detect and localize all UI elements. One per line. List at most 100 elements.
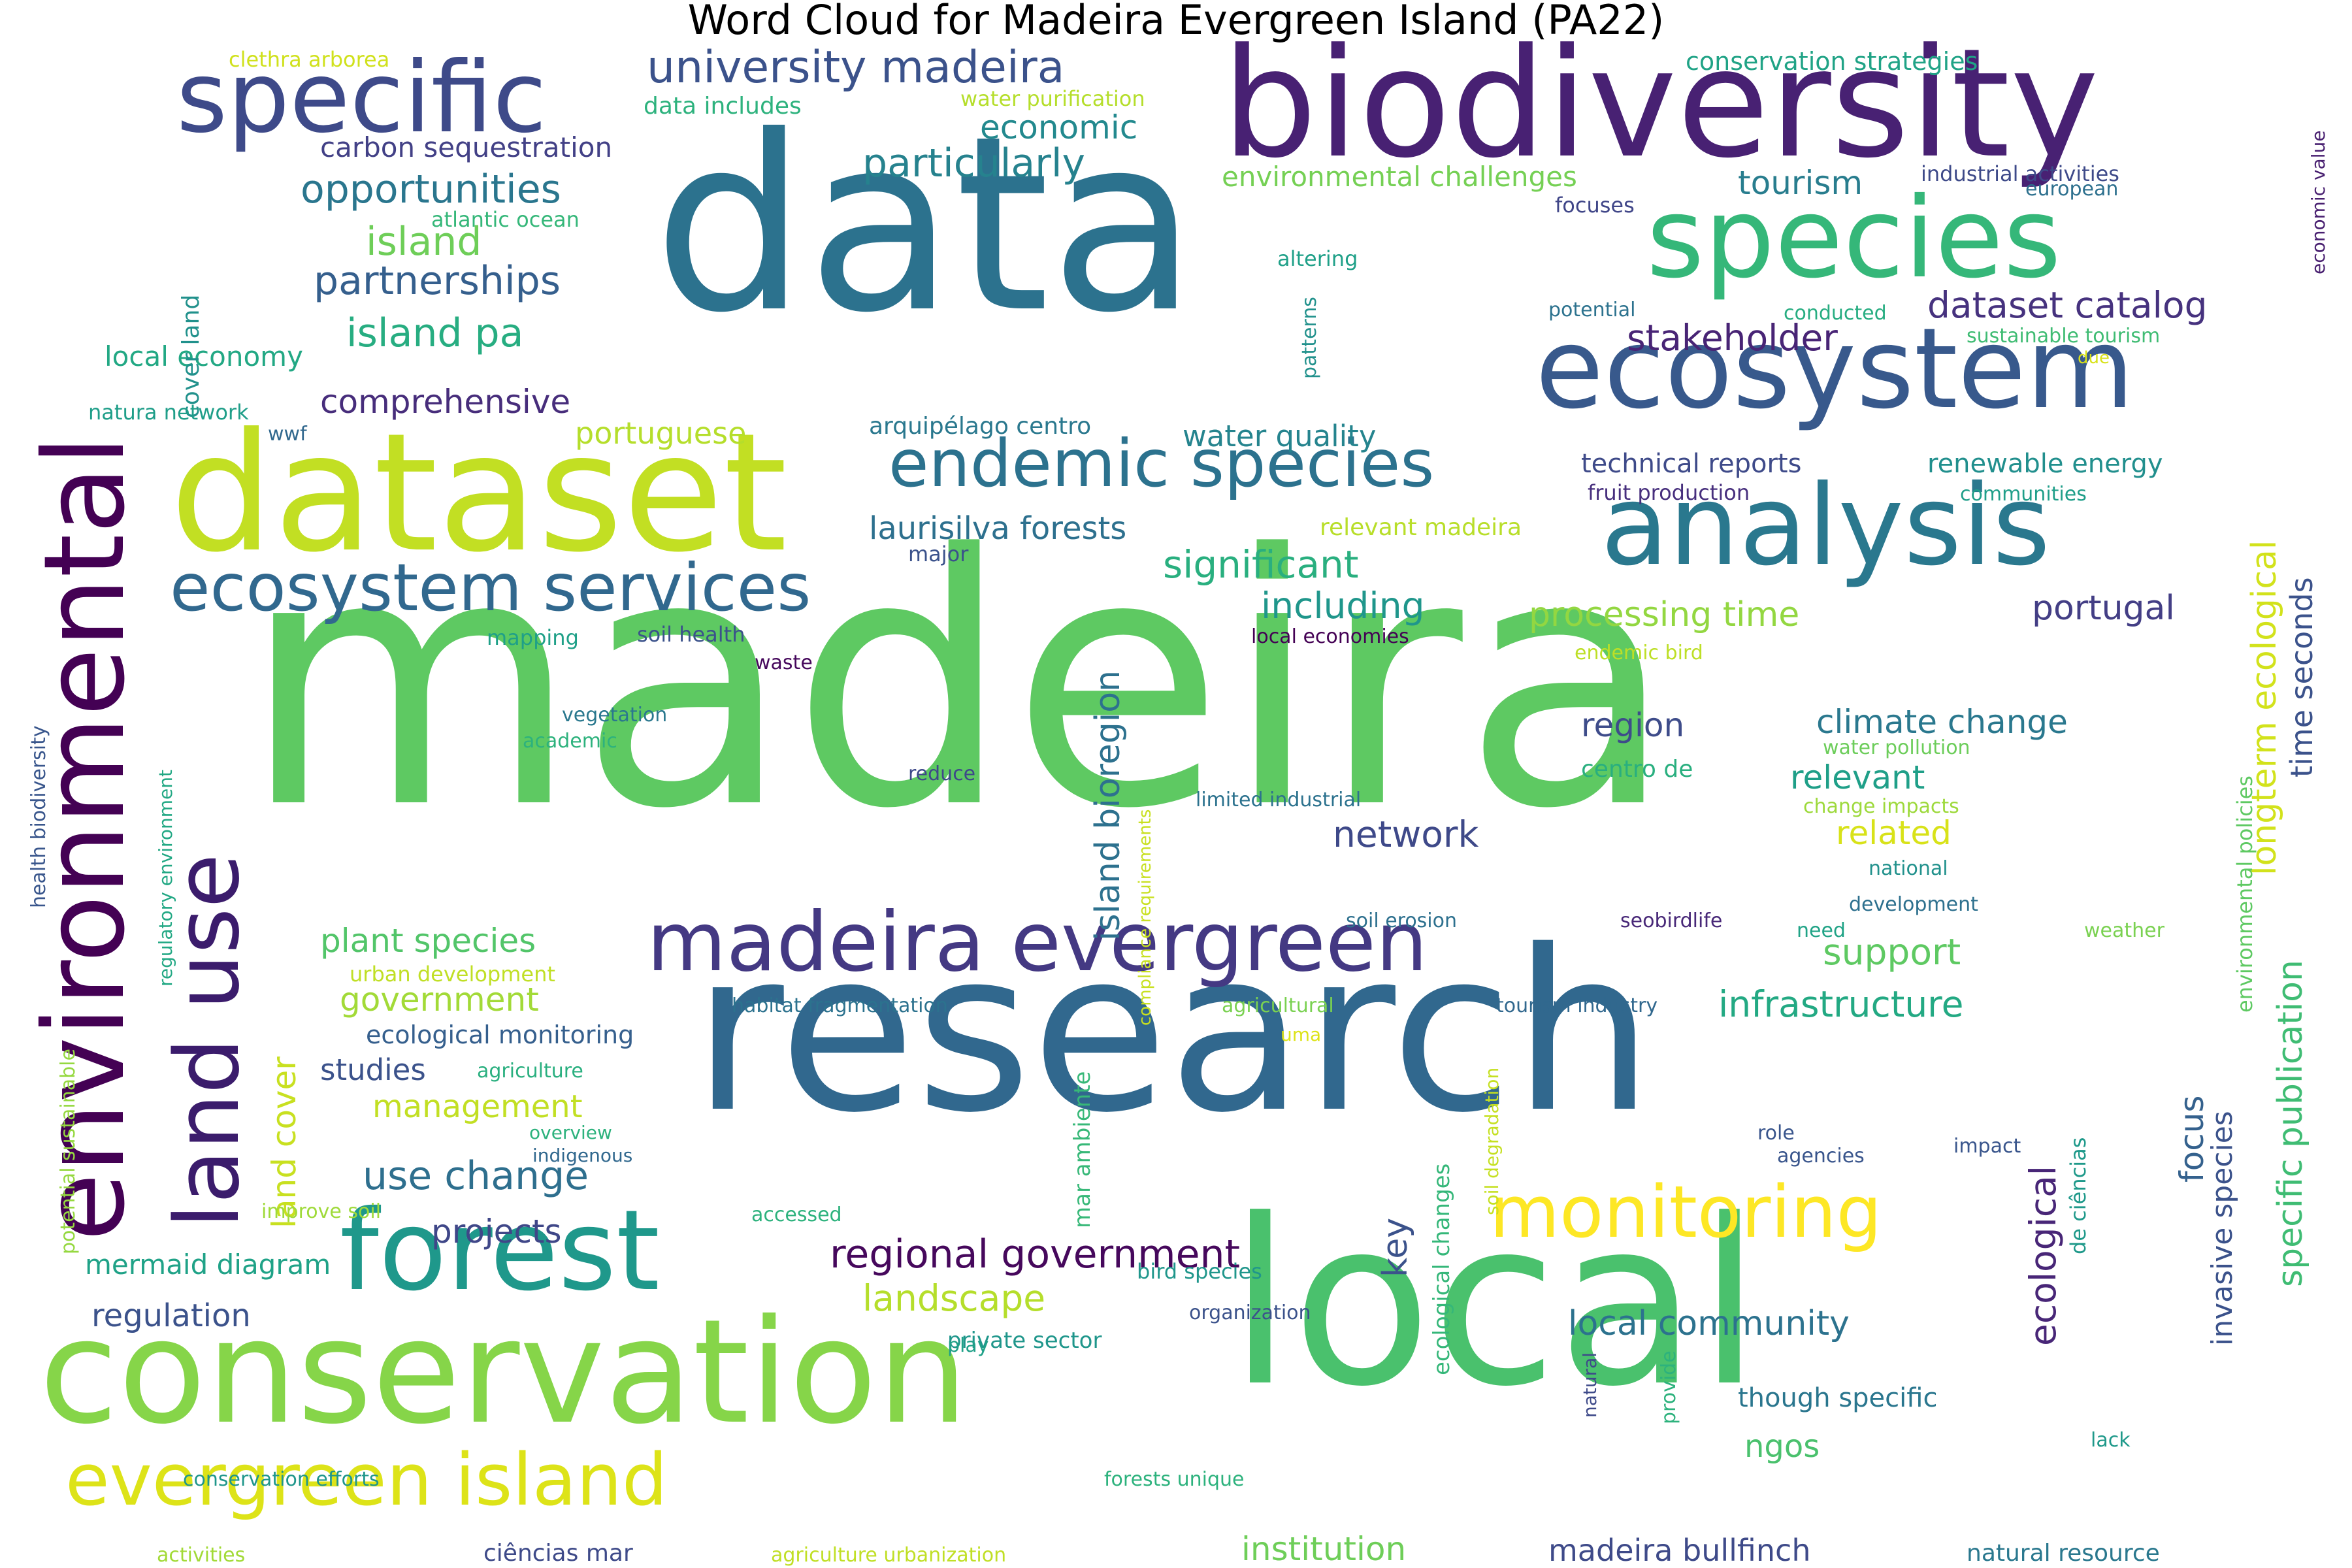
word-invasive-species: invasive species [2206,1111,2239,1346]
word-ecological: ecological [2022,1165,2064,1346]
word-specific: specific [176,41,547,155]
word-stakeholder: stakeholder [1627,317,1838,359]
word-portuguese: portuguese [575,416,747,451]
word-private-sector: private sector [947,1328,1102,1354]
word-climate-change: climate change [1816,703,2068,741]
word-renewable-energy: renewable energy [1927,449,2163,479]
word-water-quality: water quality [1183,419,1377,453]
word-key: key [1376,1217,1415,1277]
word-agencies: agencies [1777,1145,1865,1168]
word-technical-reports: technical reports [1581,449,1802,479]
word-accessed: accessed [751,1203,842,1226]
word-clethra-arborea: clethra arborea [229,47,390,72]
word-support: support [1823,931,1961,973]
word-relevant: relevant [1790,759,1925,796]
word-lack: lack [2091,1429,2131,1452]
word-agriculture-urbanization: agriculture urbanization [771,1544,1007,1567]
word-agriculture: agriculture [477,1060,583,1083]
word-organization: organization [1189,1301,1311,1324]
word-ecological-changes: ecological changes [1429,1163,1455,1375]
word-time-seconds: time seconds [2284,577,2319,777]
word-tourism-industry: tourism industry [1496,994,1658,1017]
word-centro-de: centro de [1581,756,1693,783]
word-monitoring: monitoring [1490,1170,1882,1254]
word-infrastructure: infrastructure [1718,983,1964,1025]
word-development: development [1849,893,1978,916]
word-dataset: dataset [170,398,788,588]
word-ngos: ngos [1744,1428,1820,1465]
word-island: island [366,219,482,265]
word-atlantic-ocean: atlantic ocean [431,207,580,232]
word-fruit-production: fruit production [1588,480,1750,505]
word-activities: activities [157,1544,246,1567]
word-patterns: patterns [1298,297,1321,379]
word-dataset-catalog: dataset catalog [1927,284,2208,326]
word-land-use: land use [156,853,259,1228]
word-natural-resource: natural resource [1967,1540,2160,1567]
word-institution: institution [1241,1530,1407,1568]
word-significant: significant [1163,542,1359,587]
word-wwf: wwf [268,423,307,446]
word-endemic-bird: endemic bird [1575,642,1703,664]
word-natural: natural [1579,1352,1601,1418]
word-studies: studies [320,1053,426,1087]
word-comprehensive: comprehensive [320,383,571,421]
word-water-pollution: water pollution [1823,736,1970,759]
word-limited-industrial: limited industrial [1196,789,1362,811]
word-provide: provide [1658,1350,1680,1424]
word-plant-species: plant species [320,922,536,960]
word-natura-network: natura network [88,400,249,425]
word-conservation: conservation [39,1288,968,1456]
word-role: role [1757,1122,1795,1145]
word-island-bioregion: island bioregion [1088,670,1128,941]
word-relevant-madeira: relevant madeira [1320,514,1522,541]
word-communities: communities [1960,483,2087,506]
word-urban-development: urban development [350,962,555,987]
word-though-specific: though specific [1738,1383,1938,1413]
word-laurisilva-forests: laurisilva forests [869,510,1127,547]
word-focuses: focuses [1555,193,1635,218]
word-impact: impact [1953,1135,2021,1158]
word-local: local [1228,1170,1761,1437]
word-mermaid-diagram: mermaid diagram [85,1249,331,1281]
word-regulatory-environment: regulatory environment [155,770,176,987]
word-improve-soil: improve soil [261,1200,382,1223]
word-overview: overview [529,1122,612,1143]
word-change-impacts: change impacts [1803,795,1959,818]
word-regulation: regulation [91,1298,251,1334]
word-network: network [1333,813,1479,855]
word-including: including [1261,585,1425,627]
word-industrial-activities: industrial activities [1921,161,2119,186]
word-focus: focus [2173,1095,2211,1183]
word-projects: projects [431,1213,562,1250]
word-vegetation: vegetation [562,704,668,727]
word-economic-value: economic value [2308,130,2329,274]
word-opportunities: opportunities [301,167,561,212]
word-tourism: tourism [1738,164,1863,202]
word-portugal: portugal [2032,589,2175,628]
word-mar-ambiente: mar ambiente [1070,1071,1096,1228]
word-management: management [372,1088,583,1125]
word-soil-degradation: soil degradation [1481,1067,1503,1215]
word-madeira-bullfinch: madeira bullfinch [1548,1533,1811,1568]
word-research: research [693,903,1654,1162]
word-ciencias-mar: ciências mar [483,1540,633,1567]
word-data: data [653,85,1198,366]
word-local-community: local community [1568,1304,1850,1343]
word-landscape: landscape [862,1277,1046,1319]
word-madeira-evergreen: madeira evergreen [647,895,1428,990]
word-ecosystem-services: ecosystem services [170,549,811,626]
word-conservation-strategies: conservation strategies [1686,47,1978,76]
word-reduce: reduce [908,762,976,785]
word-specific-publication: specific publication [2271,960,2310,1287]
word-conservation-efforts: conservation efforts [183,1468,380,1491]
word-habitat-fragmentation: habitat fragmentation [732,994,948,1017]
word-play: play [947,1334,989,1357]
word-carbon-sequestration: carbon sequestration [320,131,613,163]
word-use-change: use change [363,1153,589,1199]
word-seobirdlife: seobirdlife [1620,909,1723,932]
word-economic: economic [980,108,1138,146]
word-bird-species: bird species [1137,1259,1262,1284]
word-island-pa: island pa [346,310,524,356]
word-health-biodiversity: health biodiversity [27,725,50,908]
